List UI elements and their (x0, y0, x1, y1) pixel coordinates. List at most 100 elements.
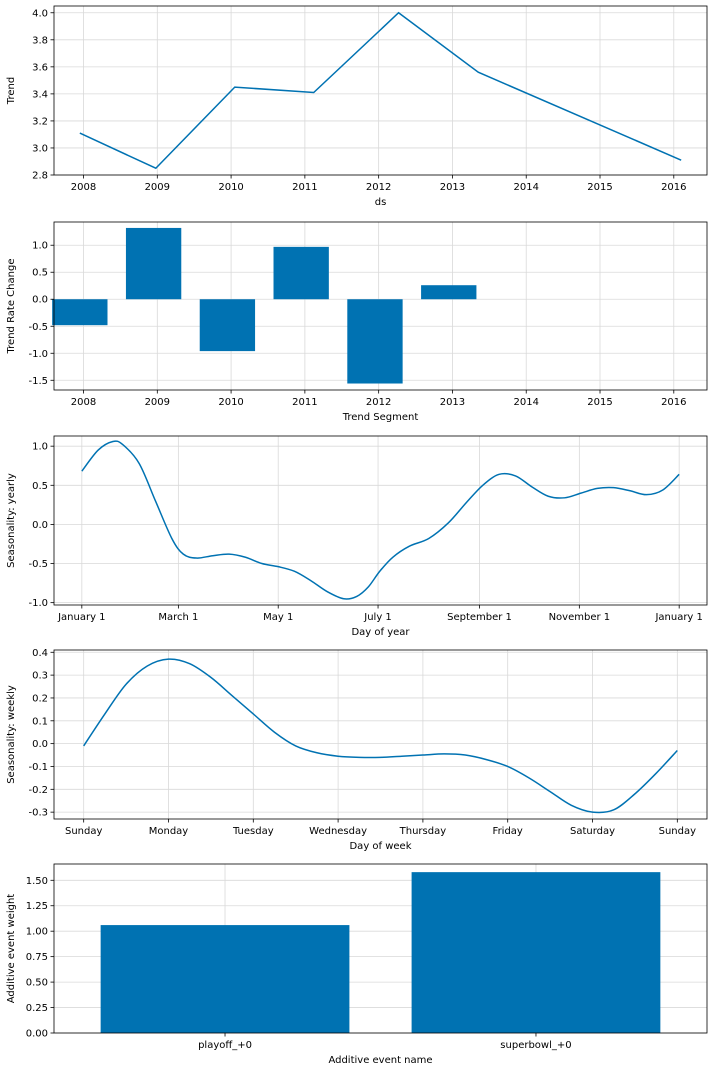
x-tick-label: 2010 (218, 182, 243, 193)
bar (125, 227, 182, 300)
x-tick-label: 2015 (587, 397, 612, 408)
panel-trend: 2008 2009 2010 2011 2012 2013 2014 2015 2016 2.8 3… (6, 5, 708, 208)
x-tick-label: Tuesday (232, 826, 274, 837)
x-tick-label: 2012 (366, 397, 391, 408)
x-tick-label: 2008 (71, 182, 96, 193)
series-line (81, 440, 680, 600)
x-axis-label: Day of week (349, 841, 411, 852)
x-tick-label: 2015 (587, 182, 612, 193)
y-tick-label: -1.0 (28, 349, 48, 360)
y-tick-label: 0.0 (32, 739, 48, 750)
x-tick-label: Wednesday (309, 826, 367, 837)
y-tick-label: 0.00 (26, 1029, 48, 1040)
y-tick-label: 0.5 (32, 268, 48, 279)
y-tick-label: 3.6 (32, 62, 48, 73)
y-axis-label: Additive event weight (6, 894, 17, 1004)
panel-trend-rate-change: 2008 2009 2010 2011 2012 2013 2014 2015 2016 -1.5… (6, 221, 708, 423)
plot-frame (53, 649, 708, 820)
x-tick-label: playoff_+0 (198, 1040, 252, 1051)
x-tick-label: January 1 (57, 612, 105, 623)
y-tick-label: 1.25 (26, 901, 48, 912)
bar (411, 872, 661, 1033)
y-tick-label: 0.1 (32, 716, 48, 727)
x-tick-label: 2009 (145, 182, 170, 193)
x-axis-label: Trend Segment (342, 412, 419, 423)
y-tick-label: 0.5 (32, 481, 48, 492)
x-tick-label: Sunday (659, 826, 696, 837)
y-axis-label: Trend Rate Change (6, 259, 17, 355)
y-tick-label: -0.2 (28, 785, 48, 796)
plot-frame (53, 5, 708, 176)
x-tick-label: 2016 (661, 397, 686, 408)
y-tick-label: 1.00 (26, 927, 48, 938)
y-tick-label: 0.2 (32, 693, 48, 704)
x-tick-label: January 1 (654, 612, 702, 623)
x-tick-label: September 1 (447, 612, 512, 623)
y-tick-label: 1.0 (32, 241, 48, 252)
x-tick-label: 2013 (440, 397, 465, 408)
x-tick-label: 2010 (218, 397, 243, 408)
x-tick-label: 2011 (292, 397, 317, 408)
y-tick-label: 3.4 (32, 89, 48, 100)
y-axis-label: Trend (6, 77, 17, 105)
bar (52, 299, 108, 326)
y-tick-label: 1.0 (32, 442, 48, 453)
y-tick-label: 0.50 (26, 978, 48, 989)
x-axis-label: Day of year (351, 627, 410, 638)
y-axis-label: Seasonality: weekly (6, 685, 17, 784)
x-tick-label: March 1 (158, 612, 198, 623)
plot-frame (53, 435, 708, 606)
x-tick-label: November 1 (549, 612, 611, 623)
x-tick-label: 2008 (71, 397, 96, 408)
x-tick-label: superbowl_+0 (500, 1040, 571, 1051)
y-tick-label: 0.0 (32, 295, 48, 306)
panel-seasonality-weekly: Sunday Monday Tuesday Wednesday Thursday Frid… (6, 648, 708, 852)
y-tick-label: 4.0 (32, 8, 48, 19)
x-axis-label: Additive event name (328, 1055, 432, 1066)
y-tick-label: 3.8 (32, 35, 48, 46)
y-tick-label: 0.25 (26, 1003, 48, 1014)
bar (273, 246, 329, 300)
bar (100, 925, 350, 1033)
y-tick-label: -0.5 (28, 559, 48, 570)
y-tick-label: -1.0 (28, 598, 48, 609)
y-tick-label: 0.75 (26, 952, 48, 963)
y-tick-label: -0.3 (28, 808, 48, 819)
y-axis-label: Seasonality: yearly (6, 473, 17, 568)
x-tick-label: 2012 (366, 182, 391, 193)
y-tick-label: 3.0 (32, 143, 48, 154)
y-tick-label: -0.5 (28, 322, 48, 333)
x-tick-label: Thursday (399, 826, 447, 837)
y-tick-label: -0.1 (28, 762, 48, 773)
y-tick-label: 3.2 (32, 116, 48, 127)
bar (199, 299, 256, 352)
plot-frame (53, 863, 708, 1034)
x-tick-label: 2011 (292, 182, 317, 193)
x-tick-label: May 1 (263, 612, 293, 623)
y-tick-label: 0.4 (32, 648, 48, 659)
x-tick-label: 2009 (145, 397, 170, 408)
y-tick-label: 0.0 (32, 520, 48, 531)
x-tick-label: Monday (149, 826, 189, 837)
panel-seasonality-yearly: January 1 March 1 May 1 July 1 September 1 No… (6, 435, 708, 638)
y-tick-label: 1.50 (26, 876, 48, 887)
bar (421, 285, 477, 300)
series-line (79, 11, 682, 170)
y-tick-label: 0.3 (32, 671, 48, 682)
plot-frame (53, 221, 708, 391)
x-tick-label: 2013 (440, 182, 465, 193)
x-tick-label: Sunday (65, 826, 102, 837)
x-tick-label: July 1 (363, 612, 392, 623)
x-tick-label: Friday (493, 826, 523, 837)
x-tick-label: 2016 (661, 182, 686, 193)
x-tick-label: 2014 (513, 397, 538, 408)
y-tick-label: -1.5 (28, 376, 48, 387)
series-line (83, 658, 678, 814)
bar (347, 299, 403, 384)
panel-additive-events: playoff_+0 superbowl_+0 0.00 0.25 0.50 0.75 1.… (6, 863, 708, 1066)
x-axis-label: ds (375, 197, 387, 208)
x-tick-label: Saturday (570, 826, 615, 837)
y-tick-label: 2.8 (32, 171, 48, 182)
x-tick-label: 2014 (513, 182, 538, 193)
